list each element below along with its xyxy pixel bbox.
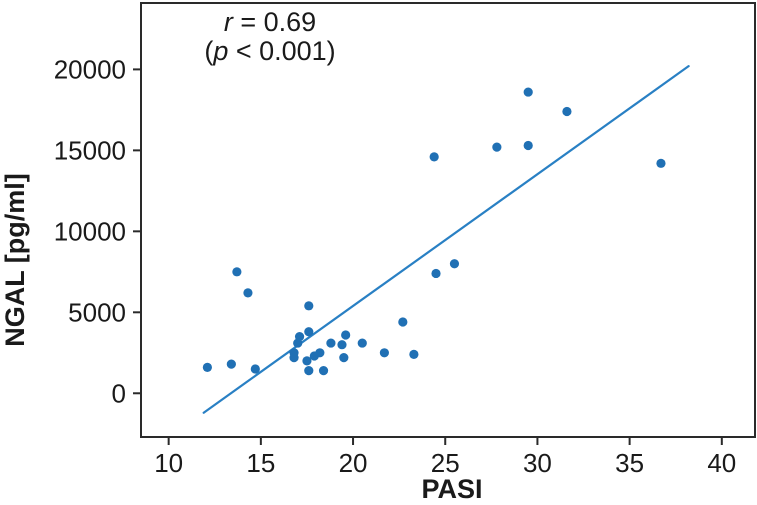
data-point [304, 327, 314, 337]
correlation-annotation: r = 0.69 (p < 0.001) [204, 7, 335, 66]
data-point [656, 158, 666, 168]
data-point [318, 366, 329, 376]
data-point [226, 359, 236, 369]
data-point [339, 353, 349, 363]
data-point [315, 348, 325, 358]
y-axis-ticks: 0 5000 10000 15000 20000 [54, 54, 141, 408]
y-axis-label: NGAL [pg/ml] [0, 173, 30, 346]
y-tick-label: 15000 [54, 135, 126, 165]
data-point [304, 366, 314, 376]
x-axis-label: PASI [421, 474, 482, 504]
data-point [202, 362, 212, 372]
plot-border [140, 2, 756, 438]
data-point [341, 330, 351, 340]
x-tick-label: 10 [154, 448, 183, 478]
x-tick-label: 15 [246, 448, 275, 478]
data-point [523, 87, 533, 97]
data-point [398, 317, 408, 327]
data-point [379, 348, 389, 358]
data-point [289, 353, 299, 363]
x-tick-label: 20 [339, 448, 368, 478]
data-point [431, 268, 441, 279]
y-tick-label: 20000 [54, 54, 126, 84]
data-point [562, 106, 572, 117]
data-point [357, 338, 367, 348]
data-point [243, 288, 253, 298]
data-point [449, 259, 460, 269]
x-tick-label: 35 [615, 448, 644, 478]
data-point [304, 301, 314, 311]
y-tick-label: 0 [112, 378, 126, 408]
x-axis-ticks: 10 15 20 25 30 35 40 [154, 437, 736, 478]
y-tick-label: 5000 [68, 297, 126, 327]
data-point [337, 340, 347, 350]
data-point [250, 364, 260, 374]
data-point [492, 142, 502, 152]
data-point [429, 152, 439, 162]
data-point [302, 356, 312, 366]
data-points [202, 87, 666, 376]
data-point [294, 331, 305, 342]
data-point [523, 140, 533, 151]
data-point [409, 349, 419, 360]
x-tick-label: 40 [707, 448, 736, 478]
trend-line [202, 65, 690, 414]
data-point [232, 267, 242, 277]
x-tick-label: 30 [523, 448, 552, 478]
data-point [326, 338, 336, 348]
x-tick-label: 25 [431, 448, 460, 478]
y-tick-label: 10000 [54, 216, 126, 246]
